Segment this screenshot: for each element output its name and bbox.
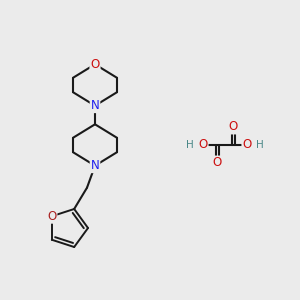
Text: O: O [47,210,56,223]
Text: O: O [198,139,208,152]
Text: H: H [256,140,264,150]
Text: N: N [91,99,99,112]
Text: N: N [91,159,99,172]
Text: H: H [186,140,194,150]
Text: O: O [242,139,252,152]
Text: O: O [90,58,100,71]
Text: O: O [212,157,222,169]
Text: O: O [228,121,238,134]
